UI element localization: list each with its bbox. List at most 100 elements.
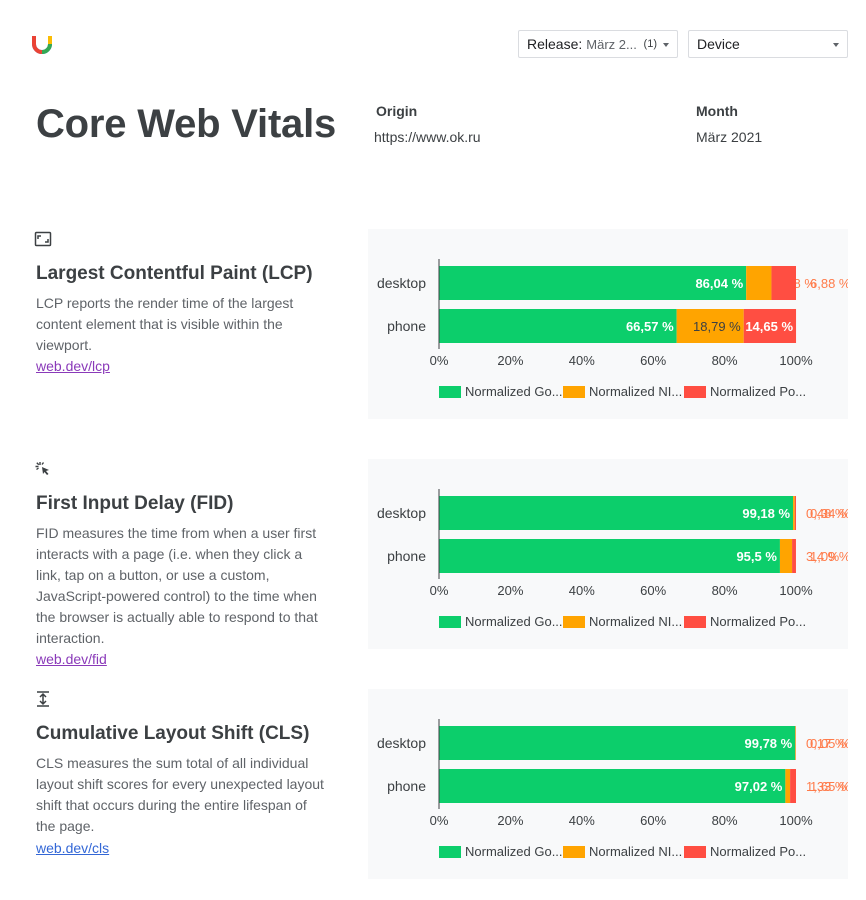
legend-label-poor[interactable]: Normalized Po... [710,844,806,859]
lcp-title: Largest Contentful Paint (LCP) [36,263,313,284]
bar-ni-desktop[interactable] [793,496,795,530]
data-label: 97,02 % [735,779,783,794]
category-label: desktop [377,735,426,751]
category-label: desktop [377,275,426,291]
x-tick-label: 40% [569,353,595,368]
vertical-shift-icon [37,691,49,707]
data-label: 18,79 % [693,319,741,334]
release-label: Release: [527,36,583,52]
lighthouse-logo-icon [32,36,52,54]
cursor-click-icon [35,462,49,475]
release-value: März 2... [586,36,637,52]
chevron-down-icon [833,43,839,47]
x-tick-label: 0% [430,813,449,828]
bar-ni-desktop[interactable] [746,266,772,300]
data-label: 6,88 % [810,276,848,291]
month-value: März 2021 [696,129,763,145]
legend-swatch-ni [563,616,585,628]
x-tick-label: 100% [779,583,813,598]
bar-good-phone[interactable] [439,539,780,573]
legend-label-ni[interactable]: Normalized NI... [589,614,682,629]
x-tick-label: 60% [640,353,666,368]
bar-poor-desktop[interactable] [794,496,796,530]
release-count: (1) [643,38,657,50]
bar-poor-phone[interactable] [790,769,796,803]
fid-link[interactable]: web.dev/fid [36,651,107,667]
x-tick-label: 0% [430,353,449,368]
x-tick-label: 60% [640,813,666,828]
bar-good-desktop[interactable] [439,726,796,760]
x-tick-label: 100% [779,813,813,828]
bar-ni-desktop[interactable] [795,726,796,760]
origin-label: Origin [376,103,418,119]
bar-good-phone[interactable] [439,769,786,803]
data-label: 0,34 % [810,506,848,521]
legend-swatch-ni [563,846,585,858]
page-title: Core Web Vitals [36,102,337,146]
bar-good-phone[interactable] [439,309,677,343]
x-tick-label: 20% [497,813,523,828]
data-label: 95,5 % [736,549,777,564]
bar-good-desktop[interactable] [439,496,794,530]
category-label: phone [387,778,426,794]
bar-poor-desktop[interactable] [771,266,796,300]
origin-value: https://www.ok.ru [374,129,481,145]
x-tick-label: 20% [497,353,523,368]
data-label: 86,04 % [695,276,743,291]
fid-chart-panel: desktop 99,18 % 0,48 % 0,34 % phone 95,5 % 3,4… [368,459,848,649]
resize-frame-icon [34,231,52,247]
data-label: 66,57 % [626,319,674,334]
legend-swatch-poor [684,386,706,398]
bar-poor-phone[interactable] [792,539,796,573]
x-tick-label: 60% [640,583,666,598]
fid-chart: desktop 99,18 % 0,48 %0,34 % phone 95,5 % 3,4… [377,489,848,629]
x-tick-label: 100% [779,353,813,368]
release-dropdown[interactable]: Release: März 2... (1) [518,30,678,58]
lcp-link[interactable]: web.dev/lcp [36,358,110,374]
legend-label-good[interactable]: Normalized Go... [465,614,563,629]
data-label: 99,18 % [742,506,790,521]
legend-label-ni[interactable]: Normalized NI... [589,844,682,859]
device-label: Device [697,36,740,52]
bar-poor-phone[interactable] [743,309,797,343]
legend-label-ni[interactable]: Normalized NI... [589,384,682,399]
chevron-down-icon [663,43,669,47]
data-label: 1,33 % [806,779,847,794]
legend-label-poor[interactable]: Normalized Po... [710,384,806,399]
legend-swatch-poor [684,846,706,858]
legend-label-good[interactable]: Normalized Go... [465,384,563,399]
legend-label-good[interactable]: Normalized Go... [465,844,563,859]
x-tick-label: 20% [497,583,523,598]
legend-swatch-good [439,386,461,398]
data-label: 0,17 % [806,736,847,751]
bar-ni-phone[interactable] [779,539,793,573]
category-label: phone [387,548,426,564]
data-label: 1,09 % [810,549,848,564]
lcp-description: LCP reports the render time of the large… [36,295,294,353]
month-label: Month [696,103,738,119]
bar-good-desktop[interactable] [439,266,747,300]
x-tick-label: 40% [569,583,595,598]
device-dropdown[interactable]: Device [688,30,848,58]
cls-link[interactable]: web.dev/cls [36,840,110,856]
fid-title: First Input Delay (FID) [36,493,234,514]
data-label: 14,65 % [745,319,793,334]
x-tick-label: 0% [430,583,449,598]
x-tick-label: 80% [712,353,738,368]
cls-description: CLS measures the sum total of all indivi… [36,755,324,834]
cls-title: Cumulative Layout Shift (CLS) [36,723,310,744]
category-label: phone [387,318,426,334]
legend-label-poor[interactable]: Normalized Po... [710,614,806,629]
data-label: 99,78 % [745,736,793,751]
legend-swatch-ni [563,386,585,398]
legend-swatch-good [439,846,461,858]
data-label: 0,48 % [806,506,847,521]
category-label: desktop [377,505,426,521]
cls-chart: desktop 99,78 % 0,17 %0,05 % phone 97,02 % 1,… [377,719,848,859]
bar-ni-phone[interactable] [676,309,744,343]
x-tick-label: 80% [712,813,738,828]
x-tick-label: 80% [712,583,738,598]
bar-ni-phone[interactable] [785,769,791,803]
